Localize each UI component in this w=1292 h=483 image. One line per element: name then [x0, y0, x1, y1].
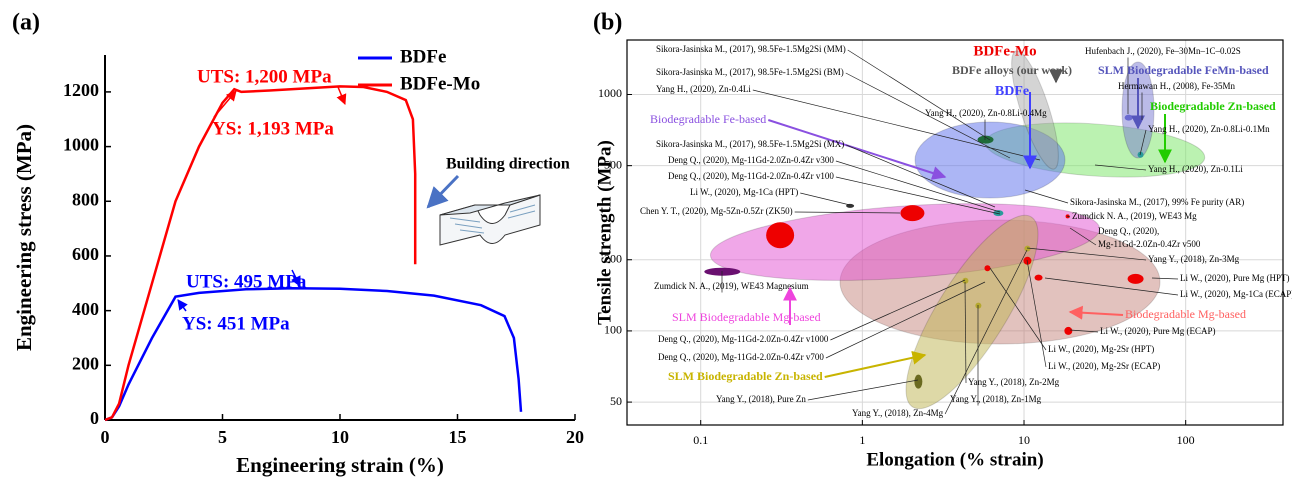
annotation: Sikora-Jasinska M., (2017), 98.5Fe-1.5Mg…: [656, 139, 844, 149]
annotation: Li W., (2020), Pure Mg (HPT): [1180, 273, 1290, 283]
annotation: UTS: 495 MPa: [186, 271, 307, 292]
annotation: Sikora-Jasinska M., (2017), 99% Fe purit…: [1070, 197, 1244, 207]
annotation: Li W., (2020), Pure Mg (ECAP): [1100, 326, 1216, 336]
point: [984, 265, 990, 271]
annotation: Hufenbach J., (2020), Fe–30Mn–1C–0.02S: [1085, 46, 1241, 56]
x-tick-label: 5: [218, 427, 227, 447]
y-axis-label: Tensile strength (MPa): [594, 140, 615, 325]
annotation: Li W., (2020), Mg-2Sr (ECAP): [1048, 361, 1160, 371]
annotation: SLM Biodegradable FeMn-based: [1098, 63, 1269, 77]
annotation: Deng Q., (2020), Mg-11Gd-2.0Zn-0.4Zr v30…: [668, 155, 834, 165]
annotation: Deng Q., (2020), Mg-11Gd-2.0Zn-0.4Zr v10…: [658, 334, 829, 344]
annotation-arrow: [178, 300, 186, 311]
annotation: SLM Biodegradable Mg-based: [672, 310, 821, 324]
annotation: Biodegradable Fe-based: [650, 112, 766, 126]
point: [914, 375, 922, 389]
annotation: Sikora-Jasinska M., (2017), 98.5Fe-1.5Mg…: [656, 67, 844, 77]
annotation: Yang Y., (2018), Pure Zn: [716, 394, 806, 404]
annotation: Building direction: [446, 156, 570, 173]
x-axis-label: Elongation (% strain): [866, 449, 1043, 470]
annotation: Deng Q., (2020),: [1098, 226, 1159, 236]
y-tick-label: 1000: [598, 86, 622, 100]
annotation: Zumdick N. A., (2019), WE43 Mg: [1072, 211, 1197, 221]
y-axis-label: Engineering stress (MPa): [12, 124, 36, 351]
annotation: BDFe-Mo: [973, 43, 1036, 59]
figure: (a)05101520020040060080010001200Engineer…: [0, 0, 1292, 483]
leader-line: [1025, 190, 1068, 203]
x-tick-label: 100: [1177, 433, 1195, 447]
y-tick-label: 400: [72, 299, 99, 319]
x-tick-label: 20: [566, 427, 584, 447]
annotation: YS: 1,193 MPa: [212, 118, 334, 139]
annotation: UTS: 1,200 MPa: [197, 66, 332, 87]
annotation: Li W., (2020), Mg-2Sr (HPT): [1048, 344, 1154, 354]
point: [1035, 275, 1043, 281]
annotation: Biodegradable Zn-based: [1150, 99, 1276, 113]
y-tick-label: 0: [90, 408, 99, 428]
y-tick-label: 800: [72, 189, 99, 209]
y-tick-label: 600: [72, 244, 99, 264]
annotation: Li W., (2020), Mg-1Ca (HPT): [690, 187, 798, 197]
y-tick-label: 1000: [63, 135, 99, 155]
annotation: Zumdick N. A., (2019), WE43 Magnesium: [654, 281, 809, 291]
leader-line: [808, 380, 918, 400]
point: [1128, 274, 1144, 284]
y-tick-label: 50: [610, 394, 622, 408]
point: [975, 303, 981, 309]
annotation: Deng Q., (2020), Mg-11Gd-2.0Zn-0.4Zr v70…: [658, 352, 824, 362]
annotation: Yang H., (2020), Zn-0.8Li-0.1Mn: [1148, 124, 1270, 134]
annotation: BDFe alloys (our work): [952, 63, 1072, 77]
annotation-arrow: [214, 91, 236, 117]
annotation: Chen Y. T., (2020), Mg-5Zn-0.5Zr (ZK50): [640, 206, 793, 216]
annotation: Yang H., (2020), Zn-0.1Li: [1148, 164, 1243, 174]
panel-label: (a): [12, 10, 40, 36]
annotation: Sikora-Jasinska M., (2017), 98.5Fe-1.5Mg…: [656, 44, 846, 54]
annotation: Yang Y., (2018), Zn-1Mg: [950, 394, 1042, 404]
annotation: Li W., (2020), Mg-1Ca (ECAP): [1180, 289, 1292, 299]
annotation-arrow: [428, 176, 458, 207]
x-tick-label: 1: [859, 433, 865, 447]
x-tick-label: 0.1: [693, 433, 708, 447]
legend-label: BDFe-Mo: [400, 73, 480, 94]
panel-label: (b): [593, 10, 622, 36]
annotation: SLM Biodegradable Zn-based: [668, 369, 823, 383]
annotation: Yang Y., (2018), Zn-4Mg: [852, 408, 944, 418]
point: [1125, 115, 1133, 121]
annotation: BDFe: [995, 84, 1029, 99]
series-line: [105, 288, 521, 420]
annotation: Yang Y., (2018), Zn-3Mg: [1148, 254, 1240, 264]
point: [766, 222, 794, 248]
point: [1064, 327, 1072, 335]
annotation: Yang Y., (2018), Zn-2Mg: [968, 377, 1060, 387]
annotation-arrow: [338, 87, 345, 104]
page: (a)05101520020040060080010001200Engineer…: [0, 0, 1292, 483]
annotation: Yang H., (2020), Zn-0.8Li-0.4Mg: [925, 108, 1047, 118]
leader-line: [800, 193, 850, 205]
annotation: Mg-11Gd-2.0Zn-0.4Zr v500: [1098, 239, 1201, 249]
x-tick-label: 0: [101, 427, 110, 447]
annotation: YS: 451 MPa: [182, 313, 290, 334]
y-tick-label: 200: [72, 353, 99, 373]
annotation: Yang H., (2020), Zn-0.4Li: [656, 84, 751, 94]
annotation: Biodegradable Mg-based: [1125, 307, 1246, 321]
annotation: Deng Q., (2020), Mg-11Gd-2.0Zn-0.4Zr v10…: [668, 171, 834, 181]
x-tick-label: 15: [449, 427, 467, 447]
legend-label: BDFe: [400, 46, 446, 67]
annotation: Hermawan H., (2008), Fe-35Mn: [1118, 81, 1235, 91]
specimen-sketch: [440, 195, 540, 245]
y-tick-label: 1200: [63, 80, 99, 100]
point: [900, 205, 924, 221]
x-tick-label: 10: [1018, 433, 1030, 447]
x-tick-label: 10: [331, 427, 349, 447]
x-axis-label: Engineering strain (%): [236, 453, 444, 477]
